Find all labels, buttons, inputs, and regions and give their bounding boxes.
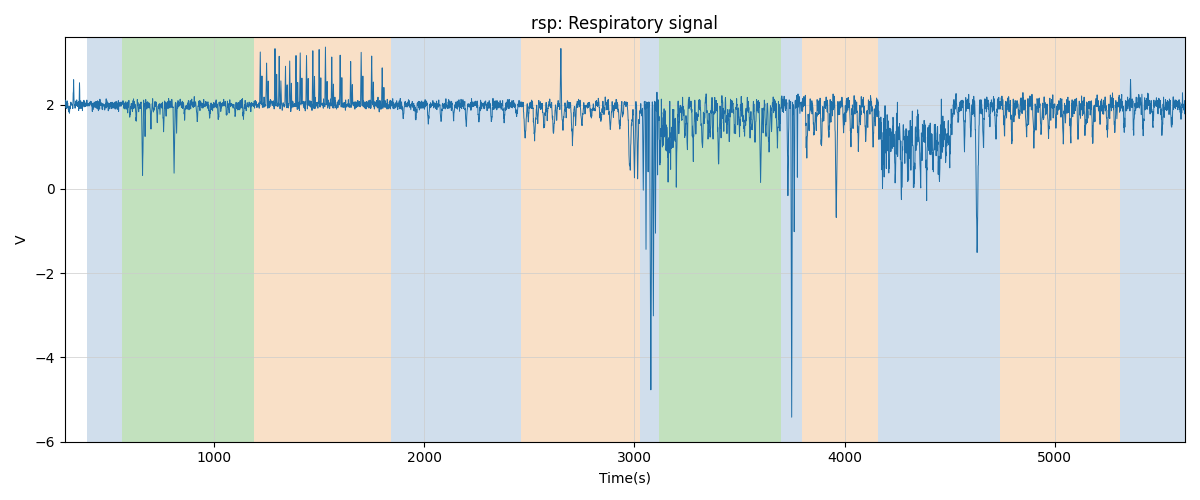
Bar xyxy=(390,38,521,442)
Bar xyxy=(640,38,659,442)
X-axis label: Time(s): Time(s) xyxy=(599,471,650,485)
Bar xyxy=(121,38,254,442)
Bar xyxy=(86,38,121,442)
Bar xyxy=(803,38,878,442)
Title: rsp: Respiratory signal: rsp: Respiratory signal xyxy=(532,15,719,33)
Bar xyxy=(1000,38,1120,442)
Bar xyxy=(781,38,803,442)
Bar xyxy=(878,38,1000,442)
Bar xyxy=(254,38,390,442)
Y-axis label: V: V xyxy=(16,235,29,244)
Bar xyxy=(1120,38,1186,442)
Bar xyxy=(659,38,781,442)
Bar xyxy=(521,38,640,442)
